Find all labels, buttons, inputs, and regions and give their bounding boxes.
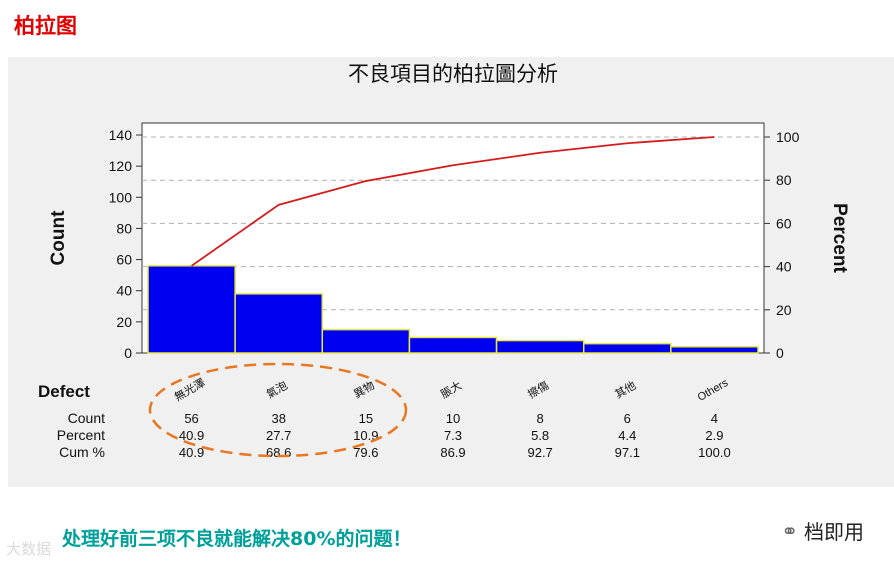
table-cell: 56: [184, 411, 198, 426]
y2-axis-label: Percent: [829, 203, 850, 273]
table-cell: 4.4: [618, 428, 636, 443]
table-cell: 38: [271, 411, 285, 426]
y2-tick-label: 60: [776, 215, 792, 231]
bar: [408, 336, 498, 354]
table-cell: 40.9: [179, 428, 204, 443]
table-cell: 2.9: [705, 428, 723, 443]
pareto-chart: 不良項目的柏拉圖分析 0 20 40 60 80 100 120 140 0 20 40 60 80 100…: [38, 63, 850, 460]
cumulative-line: [191, 136, 715, 267]
page-heading: 柏拉图: [14, 13, 77, 38]
y2-tick-label: 20: [776, 302, 792, 318]
brand: ⚭ 档即用: [781, 516, 864, 545]
y-axis-label: Count: [48, 210, 69, 266]
table-cell: 92.7: [527, 445, 552, 460]
table-cell: 10: [446, 411, 460, 426]
category-label: 異物: [351, 378, 377, 401]
table-cell: 7.3: [444, 428, 462, 443]
y-tick-label: 20: [116, 314, 132, 330]
chart-title: 不良項目的柏拉圖分析: [348, 63, 558, 86]
bar: [670, 346, 759, 354]
category-label: 氣泡: [264, 378, 290, 401]
brand-name: 档即用: [804, 520, 864, 544]
table-row-label: Count: [68, 410, 105, 426]
y2-tick-label: 0: [776, 345, 784, 361]
y2-tick-label: 100: [776, 129, 800, 145]
bar: [495, 339, 585, 354]
x-axis-label: Defect: [38, 382, 90, 401]
table-cell: 8: [537, 411, 544, 426]
highlight-ellipse: [148, 362, 408, 458]
y-tick-label: 40: [116, 283, 132, 299]
y-tick-label: 80: [116, 220, 132, 236]
category-label: 無光澤: [172, 375, 208, 404]
bar: [582, 342, 672, 354]
table-cell: 6: [624, 411, 631, 426]
table-cell: 68.6: [266, 445, 291, 460]
y-tick-label: 140: [109, 127, 133, 143]
category-label: Others: [696, 377, 731, 404]
caption: 处理好前三项不良就能解决80%的问题！: [62, 528, 412, 550]
y-tick-label: 60: [116, 252, 132, 268]
bar: [147, 265, 236, 354]
table-cell: 97.1: [615, 445, 640, 460]
table-cell: 40.9: [179, 445, 204, 460]
bar: [321, 328, 411, 354]
table-row-label: Percent: [57, 427, 105, 443]
table-cell: 15: [359, 411, 373, 426]
table-cell: 4: [711, 411, 718, 426]
table-cell: 27.7: [266, 428, 291, 443]
chart-panel: 不良項目的柏拉圖分析 0 20 40 60 80 100 120 140 0 20 40 60 80 100…: [8, 57, 894, 487]
table-cell: 10.9: [353, 428, 378, 443]
table-cell: 5.8: [531, 428, 549, 443]
category-label: 其他: [613, 379, 639, 401]
category-label: 擦傷: [525, 378, 551, 401]
wechat-icon: ⚭: [781, 518, 798, 543]
table-cell: 100.0: [698, 445, 731, 460]
category-label: 脹大: [438, 378, 464, 401]
y2-tick-label: 80: [776, 172, 792, 188]
table-cell: 86.9: [440, 445, 465, 460]
y-tick-label: 120: [109, 158, 133, 174]
y-tick-label: 0: [124, 345, 132, 361]
watermark: 大数据: [6, 540, 52, 558]
y2-tick-label: 40: [776, 259, 792, 275]
table-row-label: Cum %: [59, 444, 105, 460]
table-cell: 79.6: [353, 445, 378, 460]
y-tick-label: 100: [109, 189, 133, 205]
bar: [234, 293, 324, 354]
